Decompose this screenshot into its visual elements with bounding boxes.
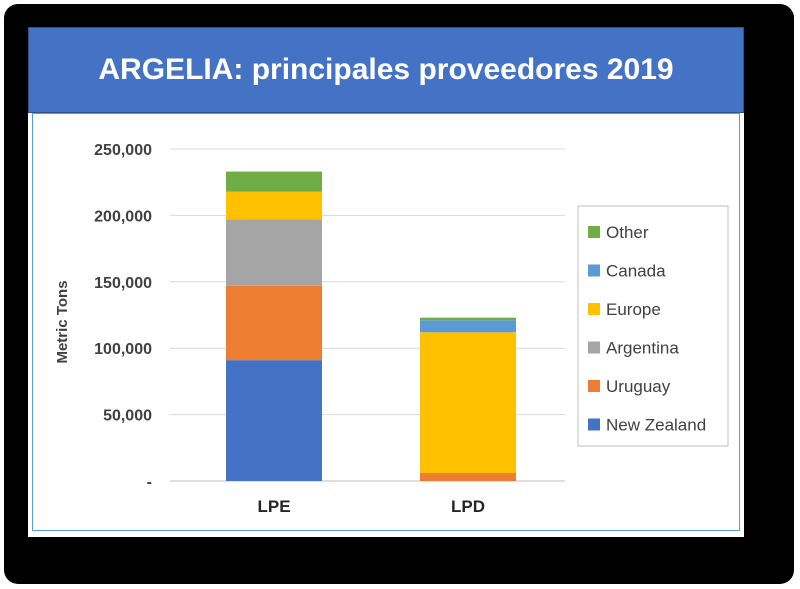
- legend-swatch-uruguay: [588, 380, 600, 392]
- legend-swatch-europe: [588, 303, 600, 315]
- legend-swatch-canada: [588, 264, 600, 277]
- legend-label: New Zealand: [606, 416, 706, 435]
- y-tick-label: 50,000: [103, 408, 152, 425]
- y-tick-label: 150,000: [94, 275, 152, 292]
- y-tick-label: 100,000: [94, 341, 152, 358]
- y-axis-label: Metric Tons: [54, 280, 71, 363]
- legend-swatch-new-zealand: [588, 418, 600, 431]
- bar-segment-lpe-uruguay: [226, 285, 322, 361]
- chart-title: ARGELIA: principales proveedores 2019: [98, 53, 674, 86]
- bar-segment-lpe-other: [226, 171, 322, 192]
- legend-swatch-other: [588, 226, 600, 238]
- legend-label: Uruguay: [606, 377, 671, 396]
- legend-swatch-argentina: [588, 341, 600, 354]
- bar-segment-lpe-argentina: [226, 219, 322, 286]
- legend-box: [577, 205, 729, 447]
- bar-segment-lpd-europe: [420, 332, 516, 474]
- x-category-label: LPD: [451, 497, 485, 516]
- bar-segment-lpe-europe: [226, 191, 322, 220]
- y-tick-label: 250,000: [94, 142, 152, 159]
- bar-segment-lpd-other: [420, 317, 516, 321]
- legend-label: Canada: [606, 262, 666, 281]
- x-category-label: LPE: [257, 497, 290, 516]
- legend-label: Argentina: [606, 339, 679, 358]
- bar-segment-lpd-uruguay: [420, 473, 516, 481]
- legend-label: Europe: [606, 300, 661, 319]
- y-tick-label: 200,000: [94, 208, 152, 225]
- legend-label: Other: [606, 223, 649, 242]
- y-tick-label: -: [147, 474, 152, 491]
- title-bar: ARGELIA: principales proveedores 2019: [28, 27, 744, 113]
- bar-segment-lpe-new-zealand: [226, 360, 322, 481]
- bar-segment-lpd-canada: [420, 320, 516, 333]
